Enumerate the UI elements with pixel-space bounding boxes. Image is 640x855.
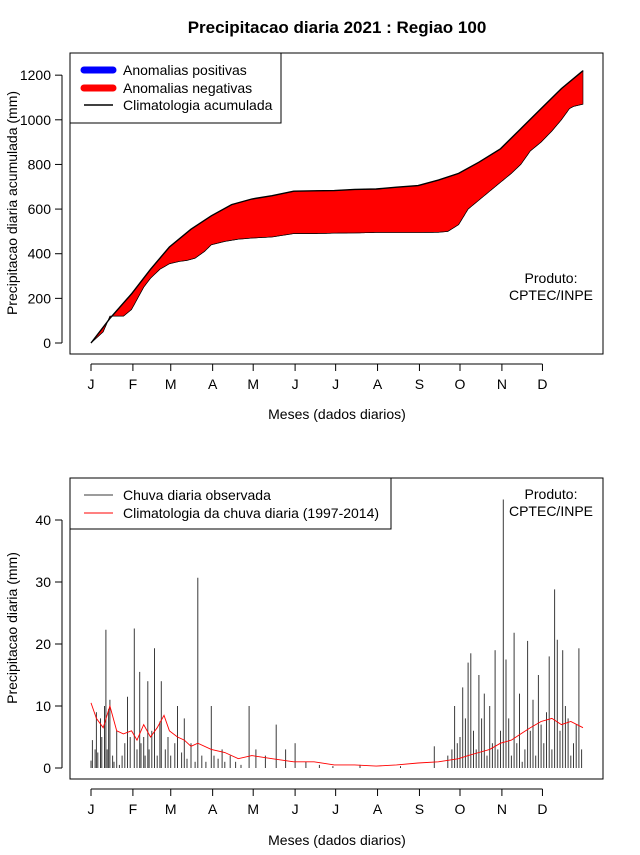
legend-label-negative: Anomalias negativas xyxy=(123,80,252,96)
daily-climatology-line xyxy=(90,702,584,767)
x-tick-label: N xyxy=(497,801,507,817)
y-tick-label: 30 xyxy=(35,574,51,590)
x-tick-label: J xyxy=(88,801,95,817)
y-axis: 0 10 20 30 40 xyxy=(35,512,63,776)
y-tick-label: 600 xyxy=(28,201,52,217)
x-tick-label: A xyxy=(208,801,218,817)
x-tick-label: J xyxy=(332,801,339,817)
y-axis-label: Precipitacao diaria acumulada (mm) xyxy=(4,91,20,315)
product-source: CPTEC/INPE xyxy=(509,503,593,519)
x-tick-label: A xyxy=(373,801,383,817)
x-tick-label: M xyxy=(165,801,177,817)
y-axis-label: Precipitacao diaria (mm) xyxy=(4,552,20,704)
y-tick-label: 20 xyxy=(35,636,51,652)
x-tick-label: J xyxy=(332,376,339,392)
x-tick-label: S xyxy=(415,801,424,817)
legend: Anomalias positivas Anomalias negativas … xyxy=(69,52,282,124)
x-axis-label: Meses (dados diarios) xyxy=(268,406,406,422)
x-tick-label: N xyxy=(497,376,507,392)
bar-group xyxy=(90,499,583,768)
panel-daily: 0 10 20 30 40 J F M A M J J A S O N D Meses (dados diar… xyxy=(4,477,604,848)
legend-label-positive: Anomalias positivas xyxy=(123,62,247,78)
x-axis-label: Meses (dados diarios) xyxy=(268,832,406,848)
legend-box xyxy=(69,477,392,530)
x-tick-label: J xyxy=(88,376,95,392)
x-tick-label: M xyxy=(247,801,259,817)
chart-title: Precipitacao diaria 2021 : Regiao 100 xyxy=(188,18,487,37)
y-tick-label: 200 xyxy=(28,290,52,306)
y-tick-label: 10 xyxy=(35,698,51,714)
product-label: Produto: xyxy=(525,486,578,502)
x-tick-label: F xyxy=(129,801,138,817)
x-tick-label: J xyxy=(292,801,299,817)
y-tick-label: 1200 xyxy=(20,67,51,83)
product-source: CPTEC/INPE xyxy=(509,287,593,303)
legend: Chuva diaria observada Climatologia da c… xyxy=(69,477,392,530)
x-tick-label: D xyxy=(537,376,547,392)
legend-label-climatology: Climatologia acumulada xyxy=(123,97,273,113)
x-tick-label: O xyxy=(455,376,466,392)
plot-frame xyxy=(69,52,604,355)
x-tick-label: A xyxy=(373,376,383,392)
y-tick-label: 0 xyxy=(43,335,51,351)
y-tick-label: 1000 xyxy=(20,112,51,128)
x-tick-label: O xyxy=(455,801,466,817)
x-tick-label: S xyxy=(415,376,424,392)
y-tick-label: 800 xyxy=(28,156,52,172)
x-tick-label: M xyxy=(247,376,259,392)
y-tick-label: 400 xyxy=(28,246,52,262)
line-group xyxy=(90,70,584,344)
x-tick-label: F xyxy=(129,376,138,392)
panel-cumulative: 0 200 400 600 800 1000 1200 J F M A M J J A S O N D Meses… xyxy=(4,52,604,422)
observed-accumulated-line xyxy=(90,103,584,344)
y-tick-label: 40 xyxy=(35,512,51,528)
y-axis: 0 200 400 600 800 1000 1200 xyxy=(20,67,63,351)
x-tick-label: M xyxy=(165,376,177,392)
climatology-line xyxy=(90,70,584,344)
y-tick-label: 0 xyxy=(43,760,51,776)
x-tick-label: D xyxy=(537,801,547,817)
legend-label-climatology: Climatologia da chuva diaria (1997-2014) xyxy=(123,505,379,521)
product-label: Produto: xyxy=(525,270,578,286)
x-tick-label: A xyxy=(208,376,218,392)
x-tick-label: J xyxy=(292,376,299,392)
legend-label-observed: Chuva diaria observada xyxy=(123,487,271,503)
line-group xyxy=(90,702,584,767)
